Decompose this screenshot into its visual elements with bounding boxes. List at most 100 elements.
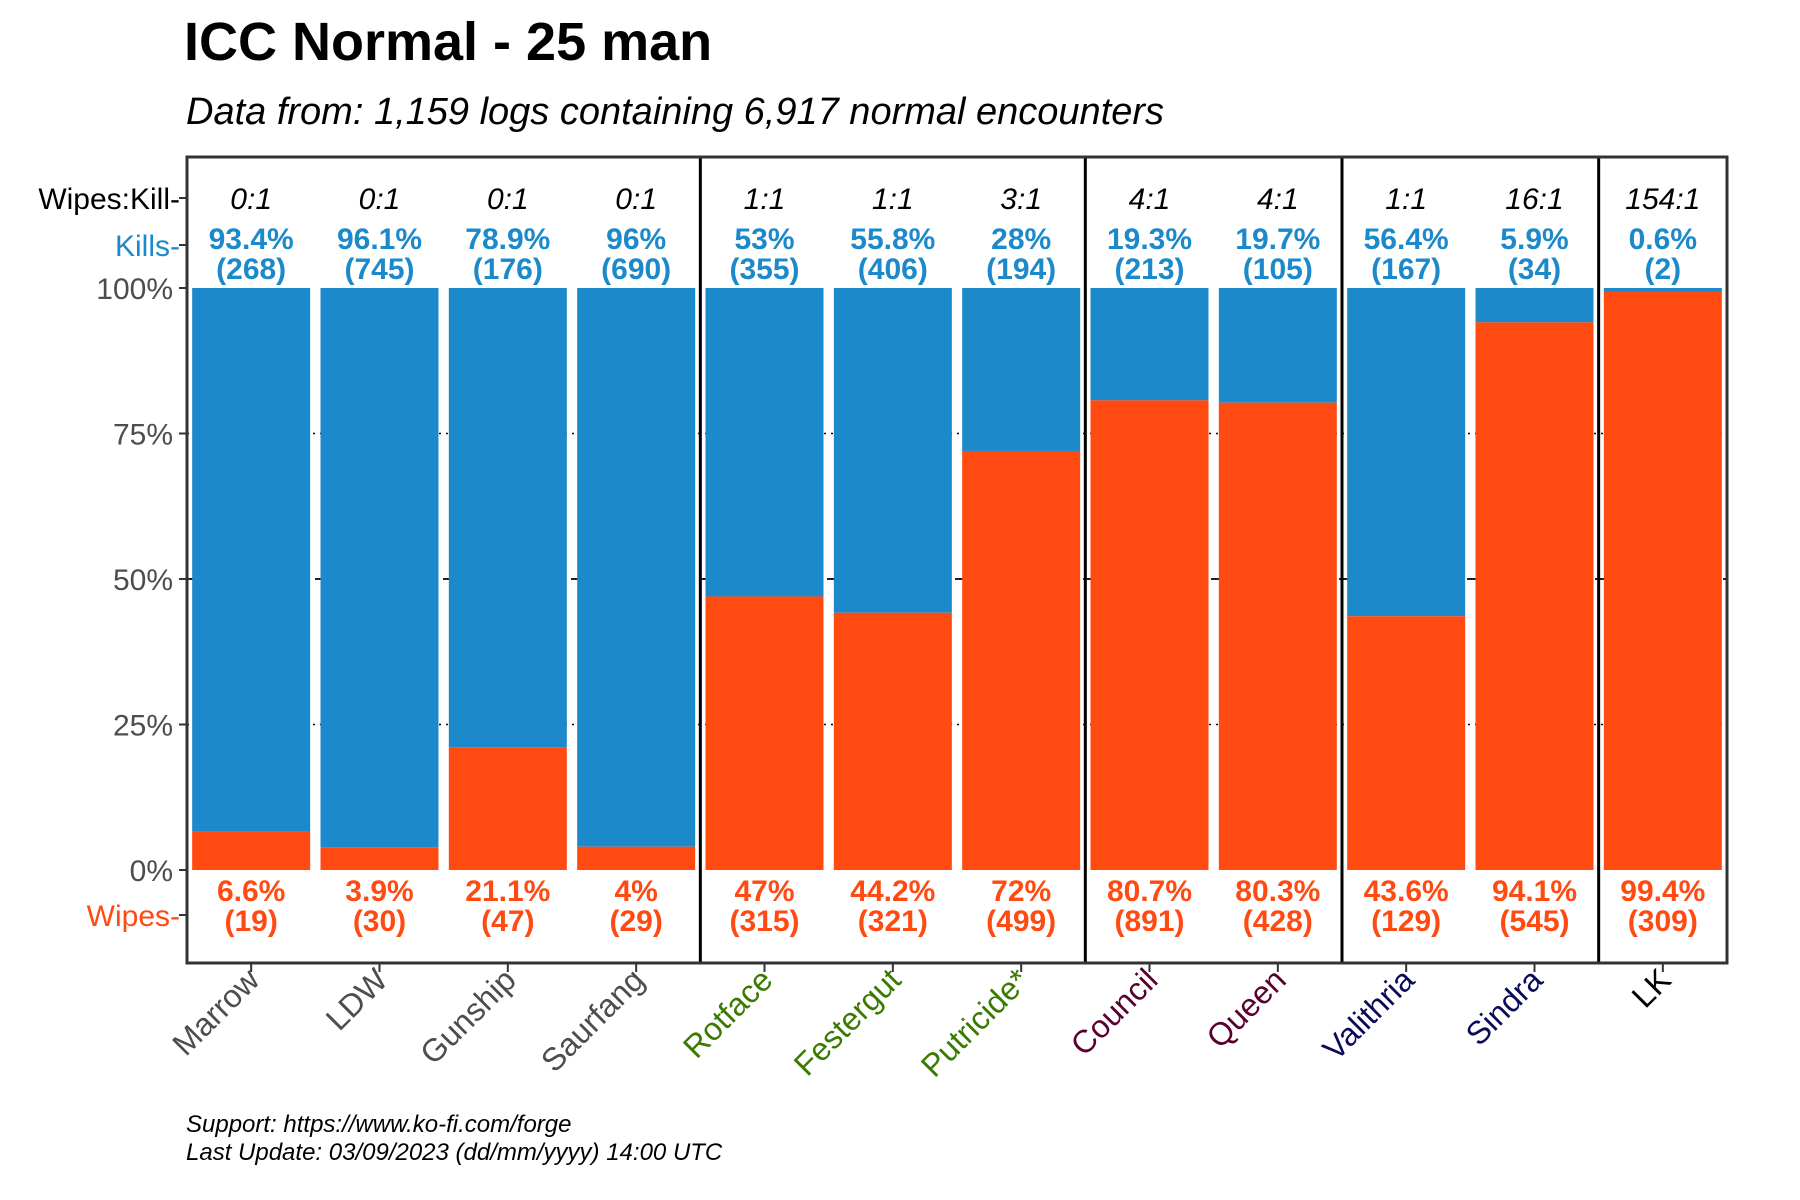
kills-percent-label: 28% [991, 223, 1051, 256]
bar-kills-0 [192, 288, 311, 832]
kills-count-label: (406) [858, 253, 928, 286]
gridlines [187, 432, 1727, 726]
kills-percent-label: 0.6% [1629, 223, 1697, 256]
wipes-percent-label: 3.9% [345, 875, 413, 908]
kills-percent-label: 55.8% [850, 223, 935, 256]
bar-wipes-0 [192, 831, 311, 870]
wipes-count-label: (47) [481, 905, 534, 938]
kills-count-label: (105) [1243, 253, 1313, 286]
wipes-percent-label: 21.1% [465, 875, 550, 908]
wipes-count-label: (499) [986, 905, 1056, 938]
x-category-label: Sindra [1459, 961, 1550, 1052]
x-category-label: Putricide* [914, 961, 1036, 1083]
wipes-kill-ratio: 1:1 [1385, 183, 1427, 216]
wipes-row-label: Wipes- [87, 900, 180, 933]
wipes-kill-ratio: 3:1 [1000, 183, 1042, 216]
y-axis: 0% 25% 50% 75% 100% [96, 197, 187, 916]
bar-wipes-3 [577, 846, 696, 870]
kills-percent-label: 78.9% [465, 223, 550, 256]
x-category-label: Festergut [787, 961, 908, 1082]
plot-panel-border [185, 155, 1729, 965]
x-category-label: Marrow [165, 961, 267, 1063]
wipes-percent-label: 47% [734, 875, 794, 908]
wipes-kill-ratio: 0:1 [359, 183, 401, 216]
bar-kills-5 [833, 288, 952, 613]
wipes-kill-ratio: 16:1 [1505, 183, 1563, 216]
wipes-percent-label: 43.6% [1364, 875, 1449, 908]
kills-count-label: (745) [344, 253, 414, 286]
kills-count-label: (268) [216, 253, 286, 286]
x-category-label: Gunship [413, 961, 523, 1071]
footer-support: Support: https://www.ko-fi.com/forge [186, 1111, 572, 1138]
bar-wipes-11 [1603, 291, 1722, 870]
kills-percent-label: 56.4% [1364, 223, 1449, 256]
x-category-label: LK [1625, 961, 1678, 1014]
wipes-count-label: (545) [1499, 905, 1569, 938]
group-dividers [698, 157, 1601, 963]
wipes-count-label: (321) [858, 905, 928, 938]
wipes-percent-label: 99.4% [1620, 875, 1705, 908]
wipes-kill-row-label: Wipes:Kill- [38, 183, 180, 216]
wipes-kill-ratio: 0:1 [615, 183, 657, 216]
bar-wipes-4 [705, 596, 824, 870]
x-category-label: Queen [1199, 961, 1292, 1054]
wipes-count-label: (309) [1628, 905, 1698, 938]
bar-kills-8 [1218, 288, 1337, 403]
x-axis: Marrow LDW Gunship Saurfang Rotface Festergut… [165, 961, 1678, 1084]
bar-wipes-9 [1347, 616, 1466, 870]
kills-percent-label: 96.1% [337, 223, 422, 256]
x-category-label: Saurfang [534, 961, 651, 1078]
kills-percent-label: 53% [734, 223, 794, 256]
bar-kills-1 [320, 288, 439, 848]
kills-count-label: (355) [729, 253, 799, 286]
wipes-percent-label: 94.1% [1492, 875, 1577, 908]
x-category-label: Council [1064, 961, 1165, 1062]
x-category-label: Rotface [676, 961, 779, 1064]
kills-count-label: (176) [473, 253, 543, 286]
wipes-percent-label: 4% [614, 875, 657, 908]
wipes-count-label: (30) [353, 905, 406, 938]
bar-wipes-1 [320, 847, 439, 870]
bars [192, 288, 1722, 870]
x-category-label: LDW [319, 961, 395, 1037]
chart-title: ICC Normal - 25 man [184, 12, 712, 72]
wipes-kill-ratio: 0:1 [230, 183, 272, 216]
wipes-percent-label: 44.2% [850, 875, 935, 908]
kills-count-label: (690) [601, 253, 671, 286]
bar-kills-3 [577, 288, 696, 847]
wipes-percent-label: 80.7% [1107, 875, 1192, 908]
wipes-kill-ratio: 1:1 [744, 183, 786, 216]
wipes-kill-ratio: 4:1 [1129, 183, 1171, 216]
wipes-count-label: (19) [224, 905, 277, 938]
bar-kills-2 [448, 288, 567, 748]
kills-count-label: (167) [1371, 253, 1441, 286]
kills-count-label: (194) [986, 253, 1056, 286]
wipes-count-label: (29) [609, 905, 662, 938]
kills-count-label: (34) [1508, 253, 1561, 286]
wipes-count-label: (129) [1371, 905, 1441, 938]
wipes-count-label: (891) [1114, 905, 1184, 938]
bar-kills-7 [1090, 288, 1209, 401]
bar-kills-4 [705, 288, 824, 597]
bar-kills-9 [1347, 288, 1466, 617]
y-tick-label: 100% [96, 273, 173, 306]
chart-subtitle: Data from: 1,159 logs containing 6,917 n… [186, 91, 1164, 133]
kills-percent-label: 5.9% [1500, 223, 1568, 256]
kills-percent-label: 93.4% [209, 223, 294, 256]
kills-row-label: Kills- [115, 230, 180, 263]
kills-count-label: (2) [1644, 253, 1681, 286]
bar-kills-10 [1475, 288, 1594, 323]
bar-kills-6 [962, 288, 1081, 451]
bar-wipes-2 [448, 747, 567, 870]
y-tick-label: 50% [113, 564, 173, 597]
bar-wipes-5 [833, 612, 952, 870]
bar-wipes-8 [1218, 402, 1337, 870]
wipes-kill-ratio: 4:1 [1257, 183, 1299, 216]
x-category-label: Valithria [1316, 961, 1422, 1067]
wipes-kill-ratio: 154:1 [1625, 183, 1700, 216]
bar-kills-11 [1603, 288, 1722, 292]
y-tick-label: 0% [130, 855, 173, 888]
bar-wipes-6 [962, 450, 1081, 870]
bar-wipes-7 [1090, 400, 1209, 870]
